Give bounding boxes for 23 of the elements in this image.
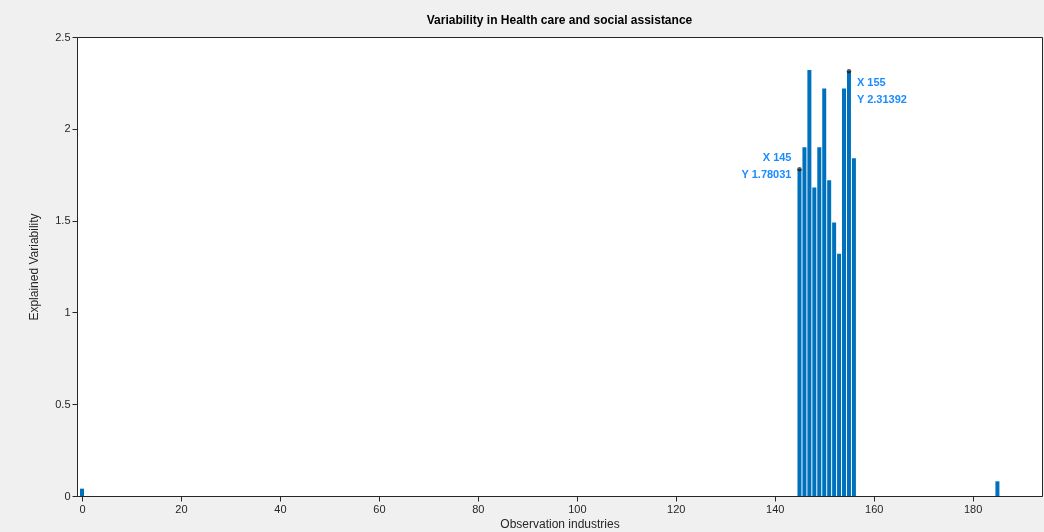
y-axis-title: Explained Variability bbox=[27, 213, 42, 321]
x-tick-label: 140 bbox=[766, 502, 785, 515]
y-tick-label: 2 bbox=[64, 122, 71, 135]
y-tick-label: 0.5 bbox=[55, 397, 71, 410]
annotation: X 155 Y 2.31392 bbox=[856, 76, 907, 106]
x-tick-label: 0 bbox=[79, 502, 86, 515]
bar bbox=[80, 488, 84, 496]
x-tick-label: 100 bbox=[568, 502, 587, 515]
y-tick-label: 0 bbox=[64, 489, 71, 502]
annotation: X 145 Y 1.78031 bbox=[741, 151, 792, 181]
y-tick-label: 1.5 bbox=[55, 214, 71, 227]
bar bbox=[995, 481, 1000, 496]
y-tick-label: 1 bbox=[64, 305, 71, 318]
x-tick-label: 160 bbox=[865, 502, 884, 515]
x-tick-label: 60 bbox=[373, 502, 386, 515]
x-tick-label: 40 bbox=[274, 502, 287, 515]
x-tick-label: 20 bbox=[175, 502, 188, 515]
chart-title: Variability in Health care and social assistance bbox=[426, 13, 693, 27]
x-tick-label: 80 bbox=[472, 502, 485, 515]
y-tick-label: 2.5 bbox=[55, 30, 71, 43]
x-axis-title: Observation industries bbox=[500, 516, 620, 531]
x-tick-label: 120 bbox=[667, 502, 686, 515]
x-tick-label: 180 bbox=[963, 502, 983, 515]
